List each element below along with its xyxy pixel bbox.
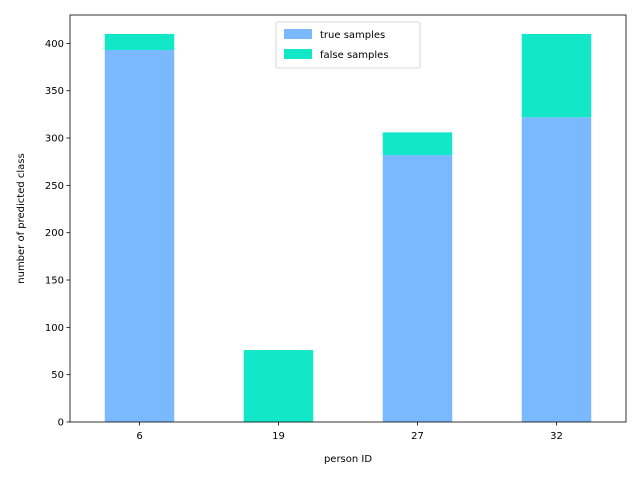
x-tick-label: 19 <box>272 431 285 442</box>
y-tick-label: 350 <box>45 86 64 97</box>
legend: true samples false samples <box>275 21 421 69</box>
legend-box <box>275 21 421 69</box>
bar-true-6 <box>104 50 175 422</box>
legend-swatch <box>284 29 312 39</box>
x-tick-label: 6 <box>136 431 142 442</box>
legend-label: false samples <box>320 50 389 61</box>
y-tick-label: 300 <box>45 134 64 145</box>
y-axis-label: number of predicted class <box>16 153 27 283</box>
bar-false-27 <box>382 132 453 156</box>
bar-false-6 <box>104 33 175 51</box>
y-tick-label: 100 <box>45 323 64 334</box>
bar-false-32 <box>521 33 592 118</box>
x-tick-label: 27 <box>411 431 424 442</box>
plot-frame <box>69 14 627 423</box>
y-tick-label: 250 <box>45 181 64 192</box>
legend-label: true samples <box>320 30 385 41</box>
x-axis: 6 19 27 32 <box>136 422 563 442</box>
y-tick-label: 400 <box>45 39 64 50</box>
bars-layer <box>104 33 592 422</box>
x-axis-label: person ID <box>324 454 372 465</box>
legend-swatch <box>284 49 312 59</box>
bar-true-32 <box>521 117 592 422</box>
bar-true-27 <box>382 155 453 422</box>
y-tick-label: 50 <box>51 370 64 381</box>
bar-false-19 <box>243 350 314 422</box>
y-tick-label: 200 <box>45 228 64 239</box>
y-tick-label: 0 <box>58 418 64 429</box>
y-axis: 0 50 100 150 200 250 300 350 400 <box>45 39 70 429</box>
x-tick-label: 32 <box>550 431 563 442</box>
y-tick-label: 150 <box>45 276 64 287</box>
